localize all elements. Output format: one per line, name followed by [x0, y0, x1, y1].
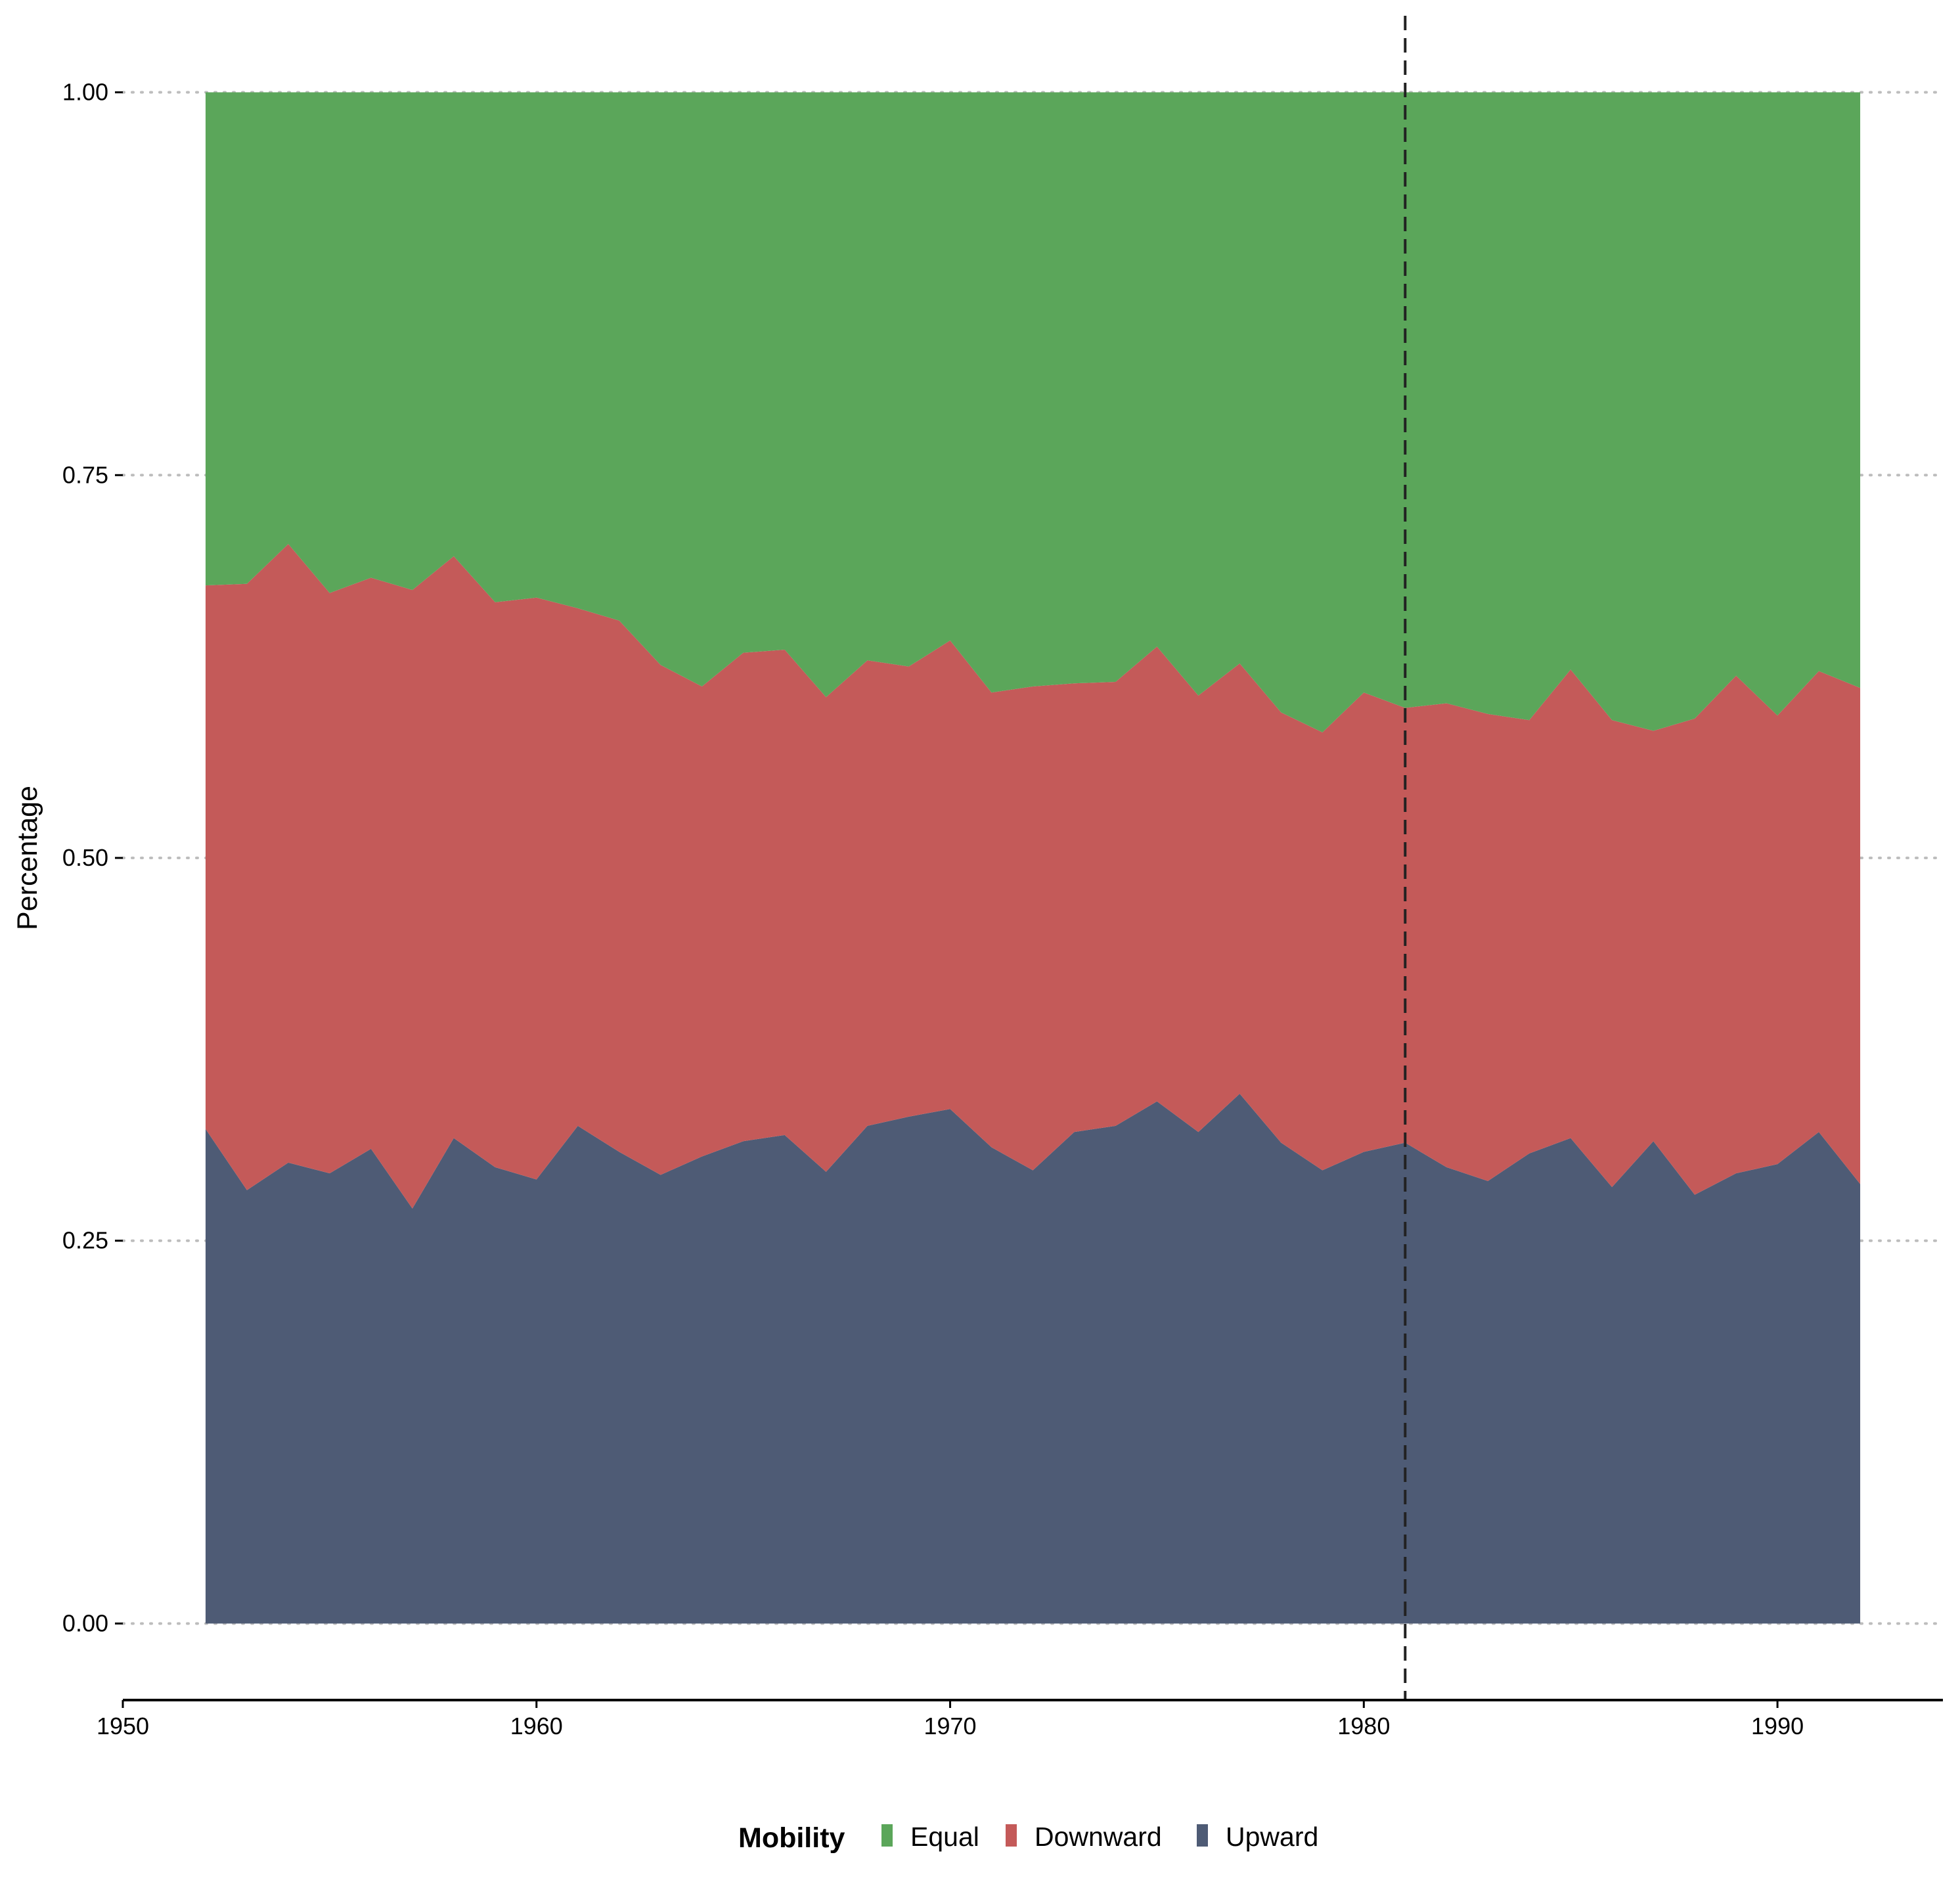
legend-key-equal — [881, 1824, 893, 1847]
y-tick-label: 1.00 — [62, 79, 108, 106]
area-downward — [205, 544, 1861, 1209]
x-tick-label: 1990 — [1751, 1713, 1804, 1739]
axes: 0.00 0.25 0.50 0.75 1.00 1950 1960 1970 1980 1990 — [62, 79, 1943, 1739]
y-tick-label: 0.00 — [62, 1609, 108, 1636]
legend-key-upward — [1197, 1824, 1208, 1847]
legend-key-downward — [1006, 1824, 1017, 1847]
x-tick-label: 1960 — [510, 1713, 563, 1739]
y-axis-title: Percentage — [12, 786, 43, 930]
x-tick-label: 1950 — [97, 1713, 149, 1739]
area-equal — [205, 92, 1861, 732]
legend-label-equal: Equal — [910, 1822, 979, 1852]
x-tick-label: 1980 — [1337, 1713, 1390, 1739]
legend-label-upward: Upward — [1226, 1822, 1318, 1852]
legend-label-downward: Downward — [1035, 1822, 1162, 1852]
area-upward — [205, 1093, 1861, 1624]
areas — [205, 92, 1861, 1624]
y-tick-label: 0.50 — [62, 844, 108, 871]
x-tick-label: 1970 — [924, 1713, 976, 1739]
y-tick-label: 0.25 — [62, 1227, 108, 1254]
legend: Mobility Equal Downward Upward — [738, 1822, 1318, 1854]
y-tick-label: 0.75 — [62, 461, 108, 488]
legend-title: Mobility — [738, 1822, 845, 1854]
